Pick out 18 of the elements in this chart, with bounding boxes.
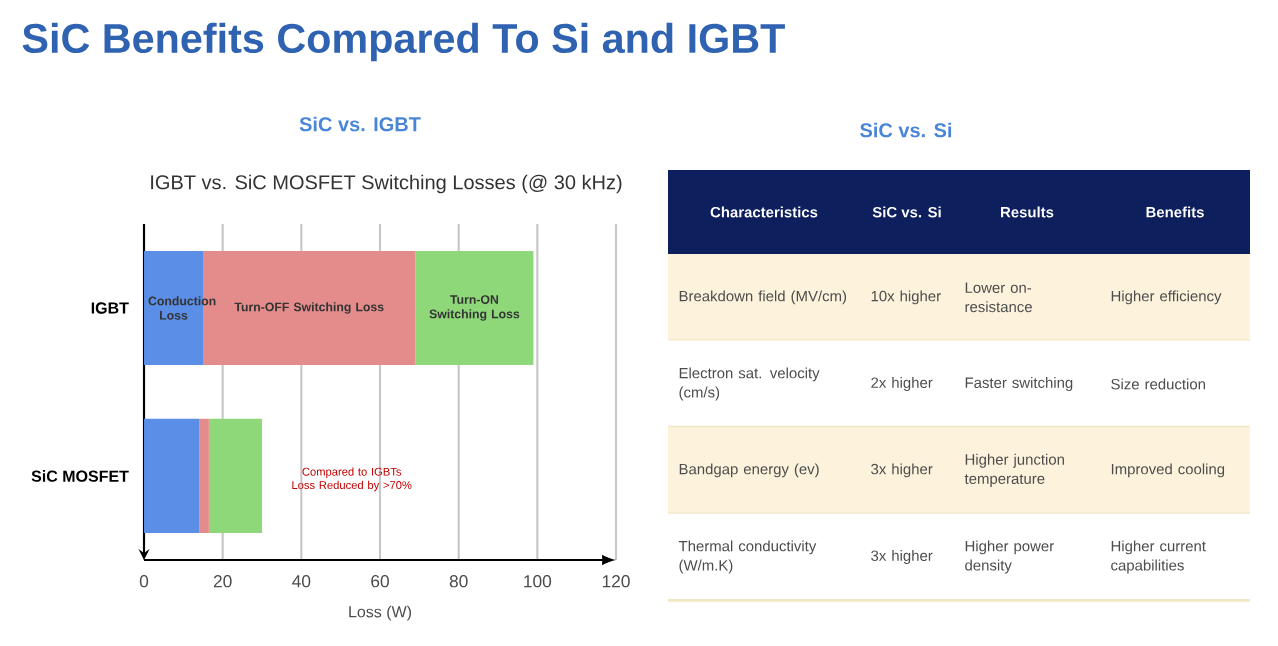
text: SiC vs. Si — [860, 122, 952, 138]
bar — [415, 250, 534, 366]
x-tick-label: 40 — [292, 575, 311, 588]
x-tick-label: 120 — [602, 575, 630, 588]
bar — [144, 418, 200, 534]
bar — [199, 418, 209, 534]
x-tick-label: 20 — [213, 575, 232, 588]
text: SiC Benefits Compared To Si and IGBT — [22, 22, 785, 62]
y-tick-label: IGBT — [91, 302, 129, 314]
bar — [208, 418, 263, 534]
chart-subtitle: SiC vs. IGBT — [299, 116, 421, 132]
x-tick-label: 80 — [449, 575, 468, 588]
chart-title: IGBT vs. SiC MOSFET Switching Losses (@ 30 kHz) — [151, 174, 622, 194]
x-tick-label: 60 — [371, 575, 389, 588]
x-axis-title: Loss (W) — [349, 605, 412, 621]
x-tick-label: 0 — [139, 575, 149, 588]
x-tick-label: 100 — [524, 575, 552, 588]
y-tick-label: SiC MOSFET — [31, 470, 129, 482]
